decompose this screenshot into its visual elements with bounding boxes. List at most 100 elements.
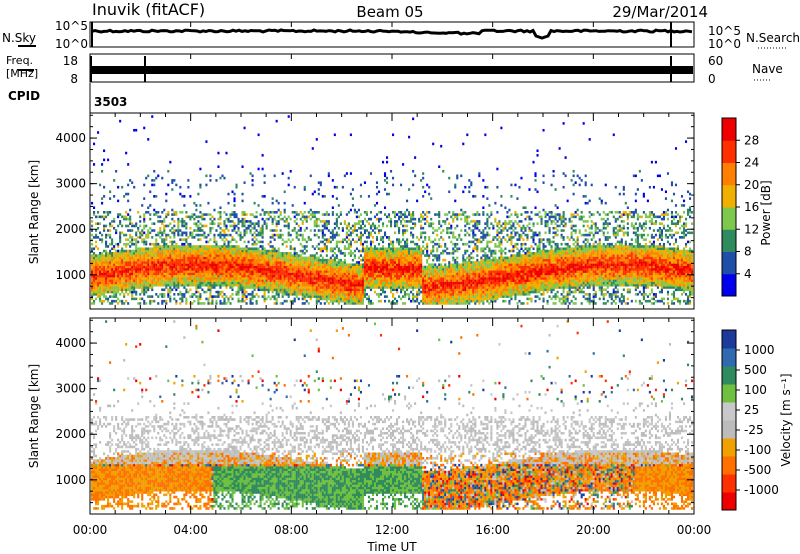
heatmap-cell: [211, 256, 214, 260]
heatmap-cell: [249, 302, 252, 305]
heatmap-cell: [157, 274, 160, 278]
heatmap-cell: [203, 279, 206, 282]
heatmap-cell: [209, 265, 212, 269]
heatmap-cell: [406, 249, 409, 253]
heatmap-cell: [379, 299, 383, 303]
heatmap-cell: [125, 252, 128, 255]
heatmap-cell: [255, 267, 258, 271]
heatmap-cell: [249, 172, 252, 175]
heatmap-cell: [229, 215, 232, 219]
heatmap-cell: [241, 165, 244, 168]
heatmap-cell: [99, 254, 102, 257]
heatmap-cell: [91, 290, 94, 294]
heatmap-cell: [179, 272, 182, 276]
heatmap-cell: [207, 252, 210, 255]
heatmap-cell: [169, 281, 172, 285]
heatmap-cell: [205, 265, 208, 269]
heatmap-cell: [359, 274, 362, 278]
heatmap-cell: [329, 274, 332, 278]
heatmap-cell: [426, 295, 429, 298]
heatmap-cell: [171, 256, 174, 260]
heatmap-cell: [231, 252, 234, 255]
heatmap-cell: [247, 261, 250, 264]
heatmap-cell: [345, 226, 348, 230]
heatmap-cell: [271, 217, 274, 221]
heatmap-cell: [418, 288, 421, 292]
heatmap-cell: [361, 265, 364, 269]
heatmap-cell: [191, 283, 194, 287]
heatmap-cell: [341, 295, 344, 298]
heatmap-cell: [309, 288, 312, 292]
heatmap-cell: [406, 265, 409, 269]
heatmap-cell: [209, 272, 212, 276]
heatmap-cell: [295, 270, 298, 273]
heatmap-cell: [400, 240, 403, 244]
heatmap-cell: [422, 279, 425, 282]
heatmap-cell: [293, 211, 296, 214]
heatmap-cell: [165, 233, 168, 237]
heatmap-cell: [339, 249, 342, 253]
heatmap-cell: [147, 288, 150, 292]
heatmap-cell: [139, 272, 142, 276]
heatmap-cell: [91, 247, 94, 251]
heatmap-cell: [123, 249, 126, 253]
heatmap-cell: [207, 288, 210, 292]
heatmap-cell: [343, 283, 346, 287]
heatmap-cell: [333, 263, 336, 266]
heatmap-cell: [371, 265, 375, 269]
heatmap-cell: [177, 247, 180, 251]
heatmap-cell: [309, 295, 312, 298]
noise-left-tick-top: 10^5: [55, 19, 88, 33]
heatmap-cell: [193, 274, 196, 278]
heatmap-cell: [129, 240, 132, 244]
heatmap-cell: [163, 229, 166, 232]
heatmap-cell: [123, 252, 126, 255]
heatmap-cell: [434, 213, 437, 216]
heatmap-cell: [117, 254, 120, 257]
heatmap-cell: [189, 252, 192, 255]
heatmap-cell: [422, 272, 425, 276]
heatmap-cell: [109, 286, 112, 289]
heatmap-cell: [341, 261, 344, 264]
heatmap-cell: [99, 295, 102, 298]
heatmap-cell: [145, 281, 148, 285]
heatmap-cell: [434, 281, 437, 285]
heatmap-cell: [424, 254, 427, 257]
heatmap-cell: [297, 238, 300, 241]
heatmap-cell: [103, 263, 106, 266]
heatmap-cell: [331, 293, 334, 296]
heatmap-cell: [349, 272, 352, 276]
heatmap-cell: [371, 270, 375, 273]
heatmap-cell: [394, 258, 397, 262]
heatmap-cell: [379, 272, 383, 276]
heatmap-cell: [325, 226, 328, 230]
noise-trace: [91, 28, 693, 40]
heatmap-cell: [297, 233, 300, 237]
heatmap-cell: [157, 277, 160, 280]
heatmap-cell: [219, 215, 222, 219]
heatmap-cell: [189, 261, 192, 264]
heatmap-cell: [131, 277, 134, 280]
heatmap-cell: [329, 293, 332, 296]
heatmap-cell: [131, 222, 134, 225]
heatmap-cell: [436, 283, 439, 287]
heatmap-cell: [444, 288, 447, 292]
heatmap-cell: [187, 267, 190, 271]
heatmap-cell: [387, 283, 391, 287]
heatmap-cell: [279, 267, 282, 271]
heatmap-cell: [253, 281, 256, 285]
cpid-label: CPID: [8, 89, 40, 103]
heatmap-cell: [387, 265, 391, 269]
heatmap-cell: [115, 265, 118, 269]
heatmap-cell: [291, 272, 294, 276]
heatmap-cell: [373, 265, 377, 269]
heatmap-cell: [321, 279, 324, 282]
heatmap-cell: [295, 263, 298, 266]
heatmap-cell: [283, 265, 286, 269]
heatmap-cell: [111, 288, 114, 292]
heatmap-cell: [436, 277, 439, 280]
heatmap-cell: [440, 263, 443, 266]
heatmap-cell: [343, 263, 346, 266]
heatmap-cell: [255, 272, 258, 276]
heatmap-cell: [442, 169, 445, 173]
